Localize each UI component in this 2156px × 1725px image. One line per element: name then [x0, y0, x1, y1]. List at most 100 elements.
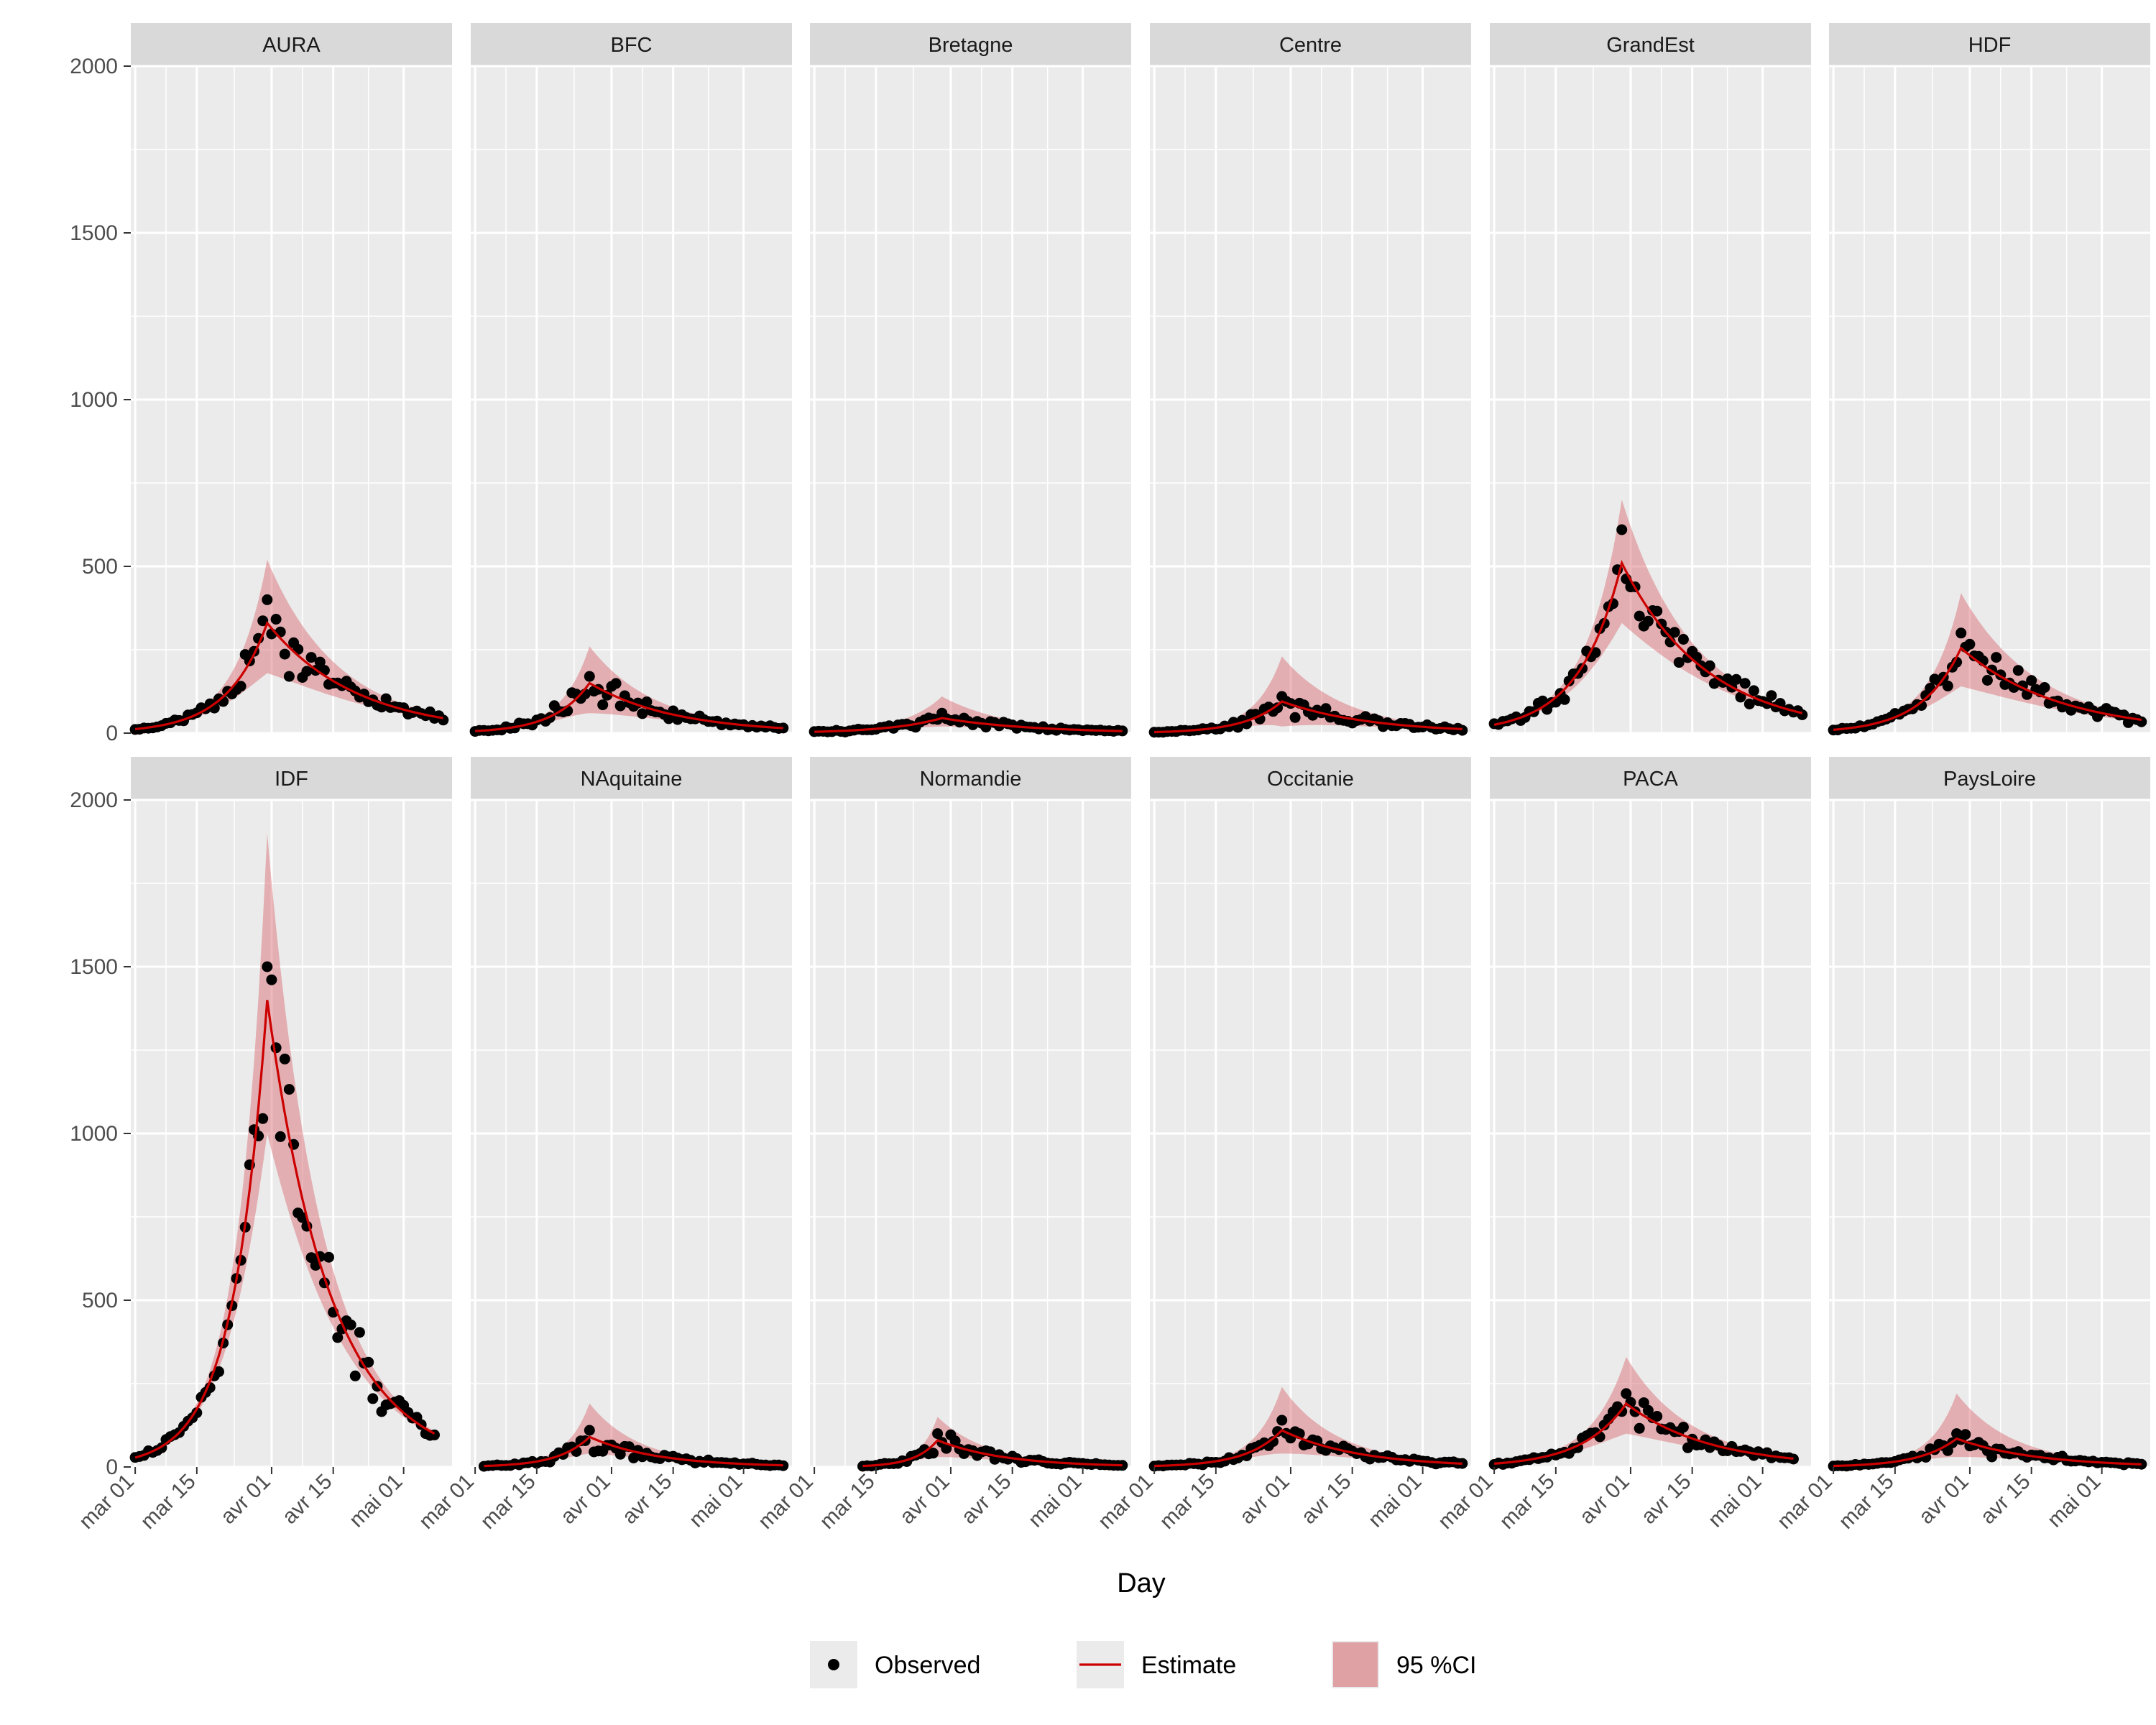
observed-point [301, 666, 313, 677]
observed-point [1964, 638, 1976, 650]
observed-point [349, 1370, 361, 1381]
observed-point [305, 652, 317, 663]
observed-point [597, 699, 609, 711]
observed-point [1537, 695, 1548, 707]
observed-point [314, 656, 326, 668]
y-tick-label: 0 [106, 722, 118, 745]
ci-ribbon [1833, 1393, 2142, 1466]
legend-item-ci: 95 %CI [1332, 1641, 1477, 1688]
legend-key-point [828, 1659, 839, 1670]
observed-point [283, 1084, 295, 1095]
ci-ribbon [1154, 1386, 1462, 1466]
observed-point [1955, 627, 1967, 639]
observed-point [1743, 699, 1755, 709]
facet-title: GrandEst [1606, 34, 1695, 57]
observed-point [279, 648, 290, 660]
y-tick-label: 2000 [70, 788, 118, 812]
observed-point [614, 700, 626, 712]
estimate-line [1493, 1402, 1794, 1465]
observed-point [380, 693, 392, 704]
observed-point [1788, 1453, 1799, 1465]
observed-point [584, 671, 595, 682]
observed-point [262, 961, 273, 972]
observed-point [1117, 1460, 1128, 1471]
observed-point [345, 1319, 356, 1330]
observed-point [266, 974, 277, 985]
observed-point [1677, 634, 1689, 645]
y-tick-label: 1500 [70, 955, 118, 979]
facet-grandest: GrandEst [1488, 23, 1811, 735]
facet-title: HDF [1968, 34, 2012, 57]
observed-point [1289, 712, 1301, 723]
observed-point [235, 681, 247, 692]
observed-point [1272, 702, 1284, 714]
y-tick-label: 0 [106, 1455, 118, 1479]
observed-point [270, 1042, 282, 1054]
facet-title: NAquitaine [581, 768, 683, 791]
facet-hdf: HDF [1828, 23, 2150, 736]
observed-point [367, 1393, 379, 1404]
observed-point [1748, 685, 1759, 696]
facet-strip [1150, 757, 1471, 800]
observed-point [1457, 724, 1468, 736]
facet-title: BFC [611, 34, 653, 57]
observed-point [1797, 709, 1808, 720]
observed-point [2039, 682, 2050, 693]
facet-panels: AURA 0 500 1000 1500 2000 BFC Bretagne Centre Gra… [70, 23, 2150, 1534]
legend-label: Estimate [1141, 1652, 1236, 1679]
observed-point [941, 1443, 952, 1454]
observed-point [1651, 1411, 1663, 1422]
observed-point [2026, 675, 2037, 686]
legend-label: 95 %CI [1396, 1652, 1477, 1679]
observed-point [637, 708, 648, 719]
observed-point [310, 1259, 321, 1271]
observed-point [1651, 605, 1663, 617]
observed-point [323, 1251, 334, 1263]
legend-item-observed: Observed [810, 1641, 980, 1688]
facet-title: Centre [1279, 34, 1342, 57]
observed-point [257, 615, 269, 627]
observed-point [778, 1460, 789, 1471]
observed-point [932, 1428, 944, 1440]
observed-point [614, 1448, 626, 1460]
facet-strip [131, 23, 452, 66]
estimate-line [134, 620, 444, 730]
observed-point [1722, 673, 1733, 684]
estimate-line [134, 1000, 436, 1459]
estimate-line [1154, 1429, 1462, 1468]
facet-strip [471, 757, 792, 800]
facet-strip [131, 757, 452, 800]
observed-point [1986, 1451, 1998, 1463]
legend: Observed Estimate 95 %CI [810, 1641, 1477, 1688]
legend-key-ribbon [1333, 1642, 1378, 1687]
facet-bfc: BFC [469, 23, 792, 737]
observed-point [602, 689, 613, 701]
facet-strip [1829, 23, 2150, 66]
observed-point [949, 1435, 961, 1447]
y-tick-label: 500 [82, 555, 118, 579]
y-tick-label: 1000 [70, 1122, 118, 1146]
facet-title: Bretagne [929, 34, 1013, 57]
estimate-line [1154, 700, 1462, 734]
observed-point [1766, 690, 1777, 702]
observed-point [1731, 673, 1742, 685]
observed-point [279, 1053, 290, 1064]
observed-point [1960, 1429, 1971, 1440]
observed-point [1682, 1442, 1693, 1453]
facet-strip [1829, 757, 2150, 800]
facet-title: Occitanie [1267, 768, 1354, 791]
observed-point [641, 696, 653, 707]
estimate-line [862, 1439, 1123, 1468]
observed-point [283, 671, 295, 682]
observed-point [354, 1327, 365, 1338]
estimate-line [484, 1435, 783, 1468]
observed-point [262, 594, 273, 605]
observed-point [928, 1448, 939, 1459]
facet-strip [471, 23, 792, 66]
observed-point [1677, 1422, 1689, 1433]
legend-item-estimate: Estimate [1077, 1641, 1236, 1688]
observed-point [1942, 680, 1953, 691]
observed-point [1739, 678, 1751, 689]
